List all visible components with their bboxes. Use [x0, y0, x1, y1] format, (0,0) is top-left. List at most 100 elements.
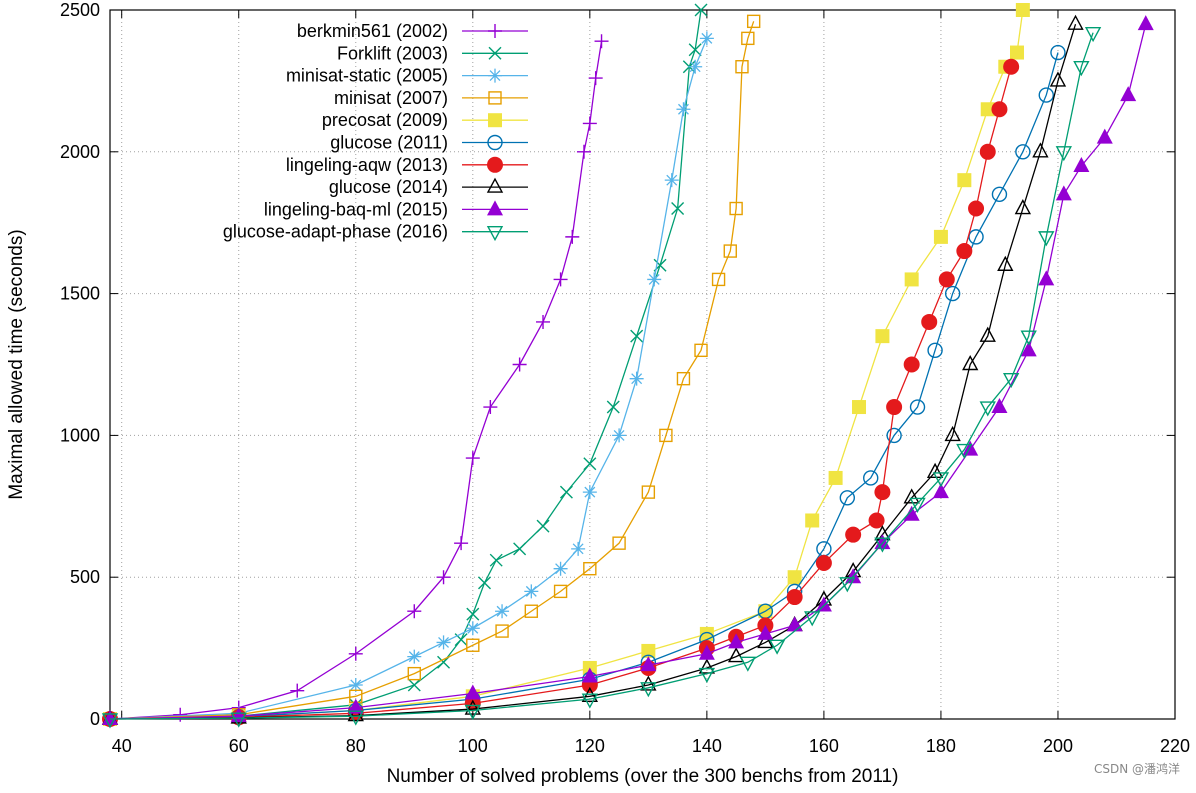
x-axis-label: Number of solved problems (over the 300 … — [387, 766, 899, 787]
data-point — [407, 604, 422, 619]
series-9 — [101, 26, 1102, 729]
legend-label: Forklift (2003) — [337, 43, 448, 63]
legend-marker — [486, 226, 504, 242]
legend-marker — [488, 68, 502, 83]
data-point — [688, 59, 703, 74]
data-point — [711, 272, 726, 287]
data-point — [571, 541, 586, 556]
legend-label: minisat (2007) — [334, 88, 448, 108]
data-point — [553, 584, 568, 599]
data-point — [1002, 372, 1020, 389]
data-point — [728, 633, 745, 649]
data-point — [1096, 128, 1113, 144]
data-point — [909, 399, 926, 415]
data-point — [991, 101, 1008, 118]
data-point — [739, 656, 757, 672]
data-point — [495, 624, 509, 638]
data-point — [1020, 341, 1037, 357]
data-point — [1038, 87, 1054, 103]
data-point — [909, 497, 926, 513]
data-point — [436, 635, 451, 650]
data-point — [173, 707, 188, 722]
data-point — [1015, 3, 1030, 17]
legend-marker — [487, 134, 503, 151]
data-point — [1073, 61, 1090, 77]
legend-entry: lingeling-aqw (2013) — [286, 155, 528, 175]
series-7 — [101, 14, 1084, 725]
data-point — [524, 604, 539, 618]
grid — [110, 9, 1176, 720]
data-point — [927, 342, 943, 359]
data-point — [828, 470, 843, 485]
data-point — [886, 427, 902, 444]
x-tick-label: 180 — [926, 736, 956, 756]
data-point — [746, 14, 761, 29]
data-point — [290, 683, 305, 698]
legend-marker — [488, 91, 502, 105]
data-point — [512, 357, 527, 372]
data-point — [688, 43, 702, 57]
legend-entry: Forklift (2003) — [337, 43, 528, 63]
data-point — [1049, 71, 1067, 87]
series-line — [109, 66, 1012, 720]
y-tick-label: 1500 — [60, 284, 100, 304]
legend-entry: minisat-static (2005) — [286, 66, 528, 86]
y-axis-label: Maximal allowed time (seconds) — [6, 229, 27, 499]
data-point — [102, 710, 118, 725]
data-point — [583, 457, 597, 471]
y-tick-label: 500 — [70, 567, 100, 587]
legend-entry: glucose (2011) — [330, 133, 528, 153]
data-point — [664, 173, 679, 188]
x-tick-label: 200 — [1043, 736, 1073, 756]
data-point — [478, 576, 491, 590]
series-line — [109, 41, 603, 720]
data-point — [407, 678, 421, 692]
series — [101, 3, 1154, 729]
data-point — [921, 313, 938, 330]
data-point — [465, 451, 480, 466]
data-point — [436, 570, 451, 585]
data-point — [1014, 199, 1032, 215]
legend-entry: berkmin561 (2002) — [297, 21, 528, 41]
y-tick-label: 0 — [90, 709, 100, 729]
data-point — [903, 356, 920, 373]
data-point — [979, 326, 996, 342]
data-point — [839, 490, 856, 506]
data-point — [1038, 270, 1055, 286]
data-point — [581, 693, 599, 709]
data-point — [659, 428, 673, 443]
data-point — [757, 624, 774, 640]
data-point — [903, 505, 920, 521]
data-point — [465, 621, 480, 636]
data-point — [991, 186, 1008, 203]
data-point — [863, 470, 879, 486]
data-point — [933, 229, 948, 244]
data-point — [348, 646, 363, 661]
series-line — [109, 9, 1024, 720]
data-point — [874, 537, 891, 553]
data-point — [852, 400, 867, 415]
x-tick-label: 40 — [112, 736, 132, 756]
series-line — [109, 23, 1077, 720]
data-point — [464, 684, 481, 700]
data-point — [932, 483, 949, 499]
legend-entry: precosat (2009) — [322, 110, 528, 130]
data-point — [582, 485, 597, 500]
data-point — [347, 710, 364, 726]
data-point — [991, 398, 1008, 414]
data-point — [640, 682, 657, 698]
data-point — [464, 699, 481, 715]
axes: 40 60 80 100 120 140 160 180 200 220 0 500 1000 1500 2… — [60, 0, 1190, 756]
data-point — [1055, 185, 1072, 201]
data-point — [489, 553, 503, 567]
data-point — [1120, 86, 1137, 102]
data-point — [768, 639, 786, 655]
y-tick-label: 1000 — [60, 425, 100, 445]
data-point — [694, 343, 708, 358]
data-point — [868, 512, 885, 529]
legend-label: berkmin561 (2002) — [297, 21, 448, 41]
data-point — [647, 272, 662, 287]
data-point — [536, 314, 551, 329]
data-point — [536, 519, 550, 533]
